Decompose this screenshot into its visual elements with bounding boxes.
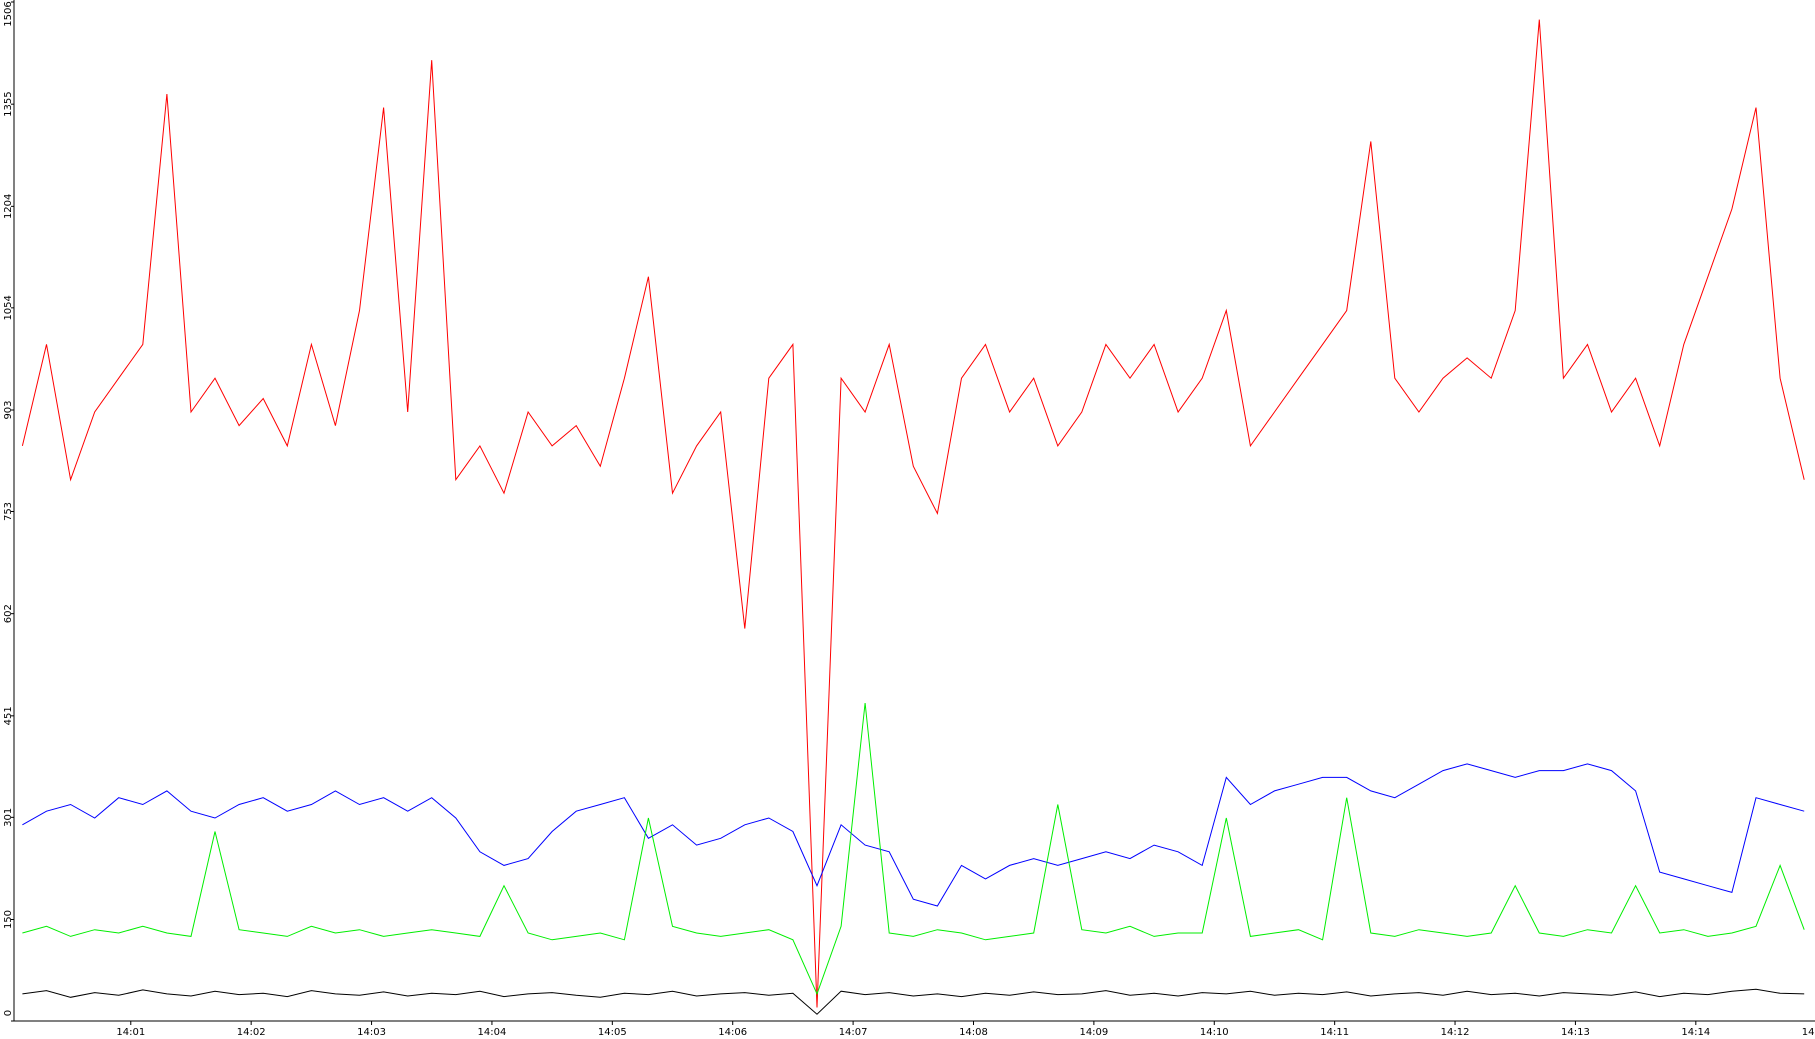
x-tick-label: 14:15 bbox=[1802, 1027, 1815, 1038]
y-tick-label: 903 bbox=[3, 400, 14, 419]
y-tick-label: 451 bbox=[3, 706, 14, 725]
y-tick-label: 0 bbox=[3, 1010, 14, 1016]
x-tick-label: 14:11 bbox=[1320, 1027, 1349, 1038]
y-tick-label: 1054 bbox=[3, 295, 14, 320]
x-tick-label: 14:04 bbox=[478, 1027, 507, 1038]
y-tick-label: 753 bbox=[3, 502, 14, 521]
y-tick-label: 602 bbox=[3, 604, 14, 623]
series-line bbox=[22, 702, 1805, 996]
x-tick-label: 14:08 bbox=[959, 1027, 988, 1038]
x-tick-label: 14:12 bbox=[1441, 1027, 1470, 1038]
x-tick-label: 14:03 bbox=[357, 1027, 386, 1038]
y-tick-label: 1506 bbox=[3, 1, 14, 26]
x-tick-label: 14:05 bbox=[598, 1027, 627, 1038]
series-line bbox=[22, 988, 1805, 1015]
x-tick-label: 14:14 bbox=[1681, 1027, 1710, 1038]
x-tick-label: 14:09 bbox=[1079, 1027, 1108, 1038]
y-tick-label: 1355 bbox=[3, 91, 14, 116]
x-tick-label: 14:01 bbox=[116, 1027, 145, 1038]
series-line bbox=[21, 19, 1805, 1008]
x-tick-label: 14:02 bbox=[237, 1027, 266, 1038]
y-tick-label: 301 bbox=[3, 808, 14, 827]
x-tick-label: 14:06 bbox=[718, 1027, 747, 1038]
series-line bbox=[22, 763, 1805, 907]
y-tick-label: 1204 bbox=[3, 194, 14, 219]
y-tick-label: 150 bbox=[3, 910, 14, 929]
x-tick-label: 14:10 bbox=[1200, 1027, 1229, 1038]
x-tick-label: 14:13 bbox=[1561, 1027, 1590, 1038]
x-tick-label: 14:07 bbox=[839, 1027, 868, 1038]
